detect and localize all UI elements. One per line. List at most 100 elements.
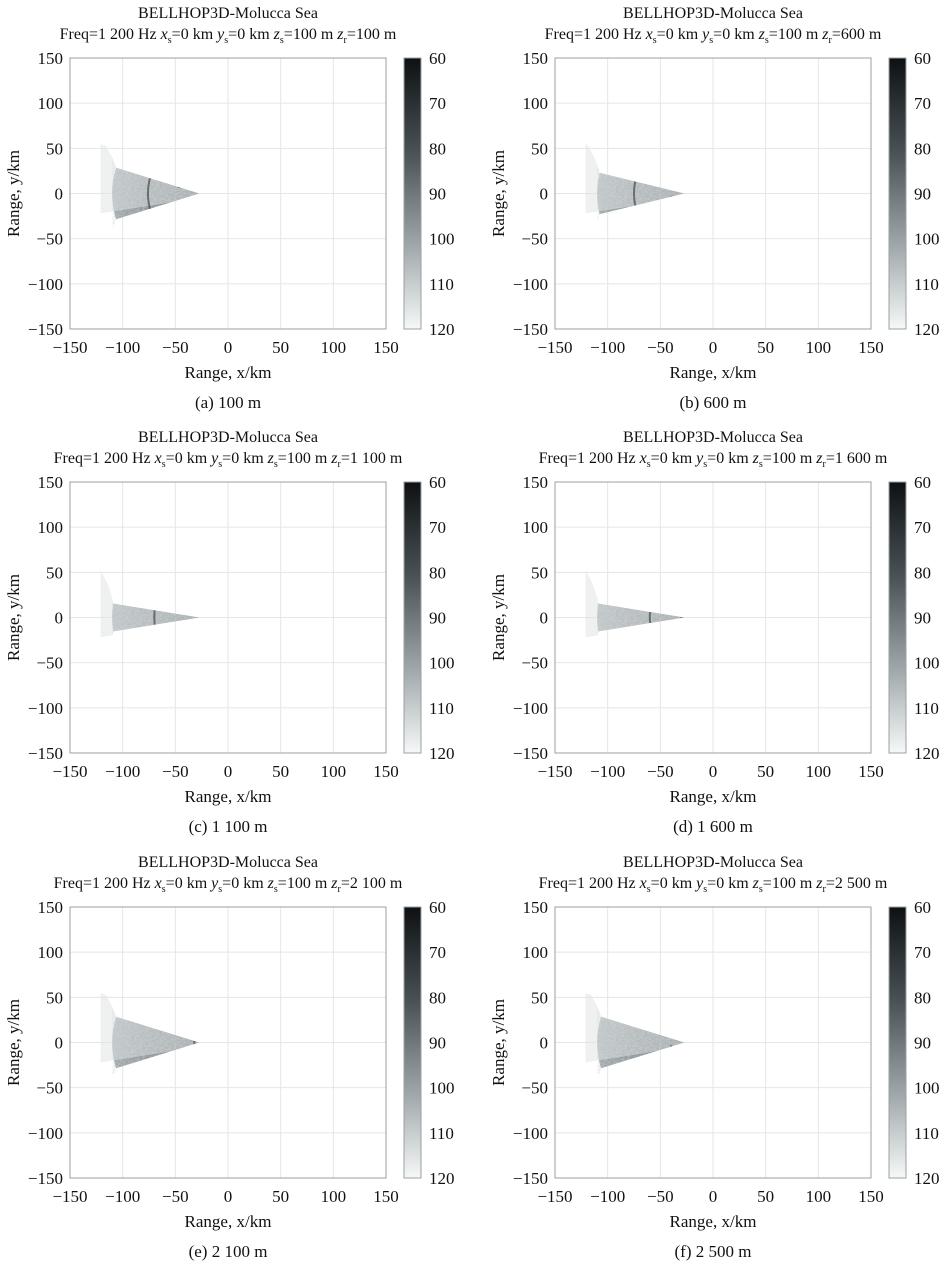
subtitle-subscript: s [647, 459, 651, 470]
y-tick-label: 50 [531, 139, 548, 158]
colorbar [403, 57, 422, 330]
subtitle-subscript: s [653, 35, 657, 46]
y-tick-label: 150 [38, 473, 64, 492]
panel-caption: (f) 2 500 m [675, 1242, 752, 1261]
subtitle-var: z [267, 875, 275, 892]
x-tick-label: 0 [709, 762, 718, 781]
subtitle-value: 0 km [722, 26, 755, 43]
x-tick-label: 0 [709, 1187, 718, 1206]
x-tick-label: 50 [757, 1187, 774, 1206]
subtitle-subscript: r [823, 884, 827, 895]
y-tick-label: −150 [28, 1169, 63, 1188]
subtitle-value: 1 100 m [350, 450, 403, 467]
subtitle-equals: = [826, 450, 835, 467]
x-axis-label: Range, x/km [670, 1212, 757, 1231]
field-ring [648, 562, 685, 673]
x-tick-label: 50 [272, 762, 289, 781]
subtitle-equals: = [166, 450, 175, 467]
subtitle-subscript: r [338, 459, 342, 470]
x-tick-label: −100 [105, 338, 140, 357]
x-tick-label: −50 [162, 1187, 189, 1206]
y-tick-label: 50 [46, 139, 63, 158]
subtitle-subscript: s [168, 35, 172, 46]
subtitle-equals: = [278, 875, 287, 892]
x-axis-label-text: Range, x/km [670, 363, 757, 382]
x-tick-label: 150 [858, 1187, 884, 1206]
subtitle-value: 0 km [231, 875, 264, 892]
subtitle-subscript: s [162, 459, 166, 470]
colorbar-tick-label: 110 [914, 275, 939, 294]
colorbar-tick-label: 60 [429, 473, 446, 492]
subtitle-equals: = [341, 875, 350, 892]
x-tick-label: 50 [757, 338, 774, 357]
colorbar-tick-label: 90 [914, 609, 931, 628]
subtitle-value: 0 km [716, 450, 749, 467]
colorbar-tick-label: 80 [429, 139, 446, 158]
colorbar-tick-label: 70 [429, 94, 446, 113]
y-tick-label: 150 [38, 898, 64, 917]
subtitle-var: z [815, 450, 823, 467]
x-axis-label: Range, x/km [185, 787, 272, 806]
x-axis-label: Range, x/km [185, 363, 272, 382]
colorbar-tick-label: 60 [914, 898, 931, 917]
x-tick-label: −100 [590, 762, 625, 781]
y-tick-label: 50 [531, 988, 548, 1007]
subtitle-subscript: r [344, 35, 348, 46]
subtitle-value: 0 km [175, 875, 208, 892]
subtitle-subscript: s [703, 459, 707, 470]
field-light-sector [713, 1043, 840, 1152]
y-tick-label: 100 [38, 94, 64, 113]
y-tick-label: 50 [531, 563, 548, 582]
subtitle-var: x [154, 450, 162, 467]
colorbar-tick-label: 120 [429, 744, 455, 763]
x-tick-label: 100 [321, 1187, 347, 1206]
subtitle-subscript: r [338, 884, 342, 895]
x-tick-label: −150 [537, 1187, 572, 1206]
field-light-sector [713, 194, 840, 303]
colorbar-tick-label: 90 [914, 1034, 931, 1053]
field-light-sector [100, 992, 200, 1063]
colorbar-tick-label: 80 [429, 563, 446, 582]
x-tick-label: 100 [321, 338, 347, 357]
subtitle-var: z [267, 450, 275, 467]
y-axis-label: Range, y/km [4, 150, 23, 237]
subtitle-var: z [330, 875, 338, 892]
subtitle-subscript: s [759, 459, 763, 470]
subtitle-equals: = [341, 450, 350, 467]
colorbar-tick-label: 80 [429, 988, 446, 1007]
chart-title: BELLHOP3D-Molucca Sea [623, 429, 803, 446]
subtitle-value: 2 100 m [350, 875, 403, 892]
subtitle-equals: = [826, 875, 835, 892]
colorbar-tick-label: 90 [429, 1034, 446, 1053]
y-tick-label: 0 [55, 185, 64, 204]
colorbar-tick-label: 80 [914, 988, 931, 1007]
colorbar-tick-label: 120 [429, 1169, 455, 1188]
y-axis-label: Range, y/km [489, 150, 508, 237]
y-tick-label: −100 [513, 1124, 548, 1143]
field-ring [153, 553, 200, 682]
subtitle-subscript: s [224, 35, 228, 46]
colorbar-tick-label: 60 [429, 49, 446, 68]
y-tick-label: −50 [521, 654, 548, 673]
x-tick-label: 150 [373, 762, 399, 781]
subtitle-var: y [694, 875, 704, 892]
y-tick-label: 150 [38, 49, 64, 68]
x-tick-label: −50 [162, 762, 189, 781]
y-tick-label: −100 [28, 699, 63, 718]
subtitle-equals: = [763, 450, 772, 467]
colorbar-tick-label: 120 [429, 320, 455, 339]
colorbar-tick-label: 60 [914, 49, 931, 68]
chart-subtitle: Freq=1 200 Hz xs=0 km ys=0 km zs=100 m zr=1 … [539, 450, 888, 470]
subtitle-subscript: r [829, 35, 833, 46]
subtitle-equals: = [713, 26, 722, 43]
colorbar-tick-label: 80 [914, 563, 931, 582]
x-tick-label: 100 [321, 762, 347, 781]
x-axis-label: Range, x/km [670, 363, 757, 382]
subtitle-var: y [215, 26, 225, 43]
x-tick-label: −50 [647, 762, 674, 781]
plot-frame [69, 57, 387, 330]
y-tick-label: 100 [523, 943, 549, 962]
